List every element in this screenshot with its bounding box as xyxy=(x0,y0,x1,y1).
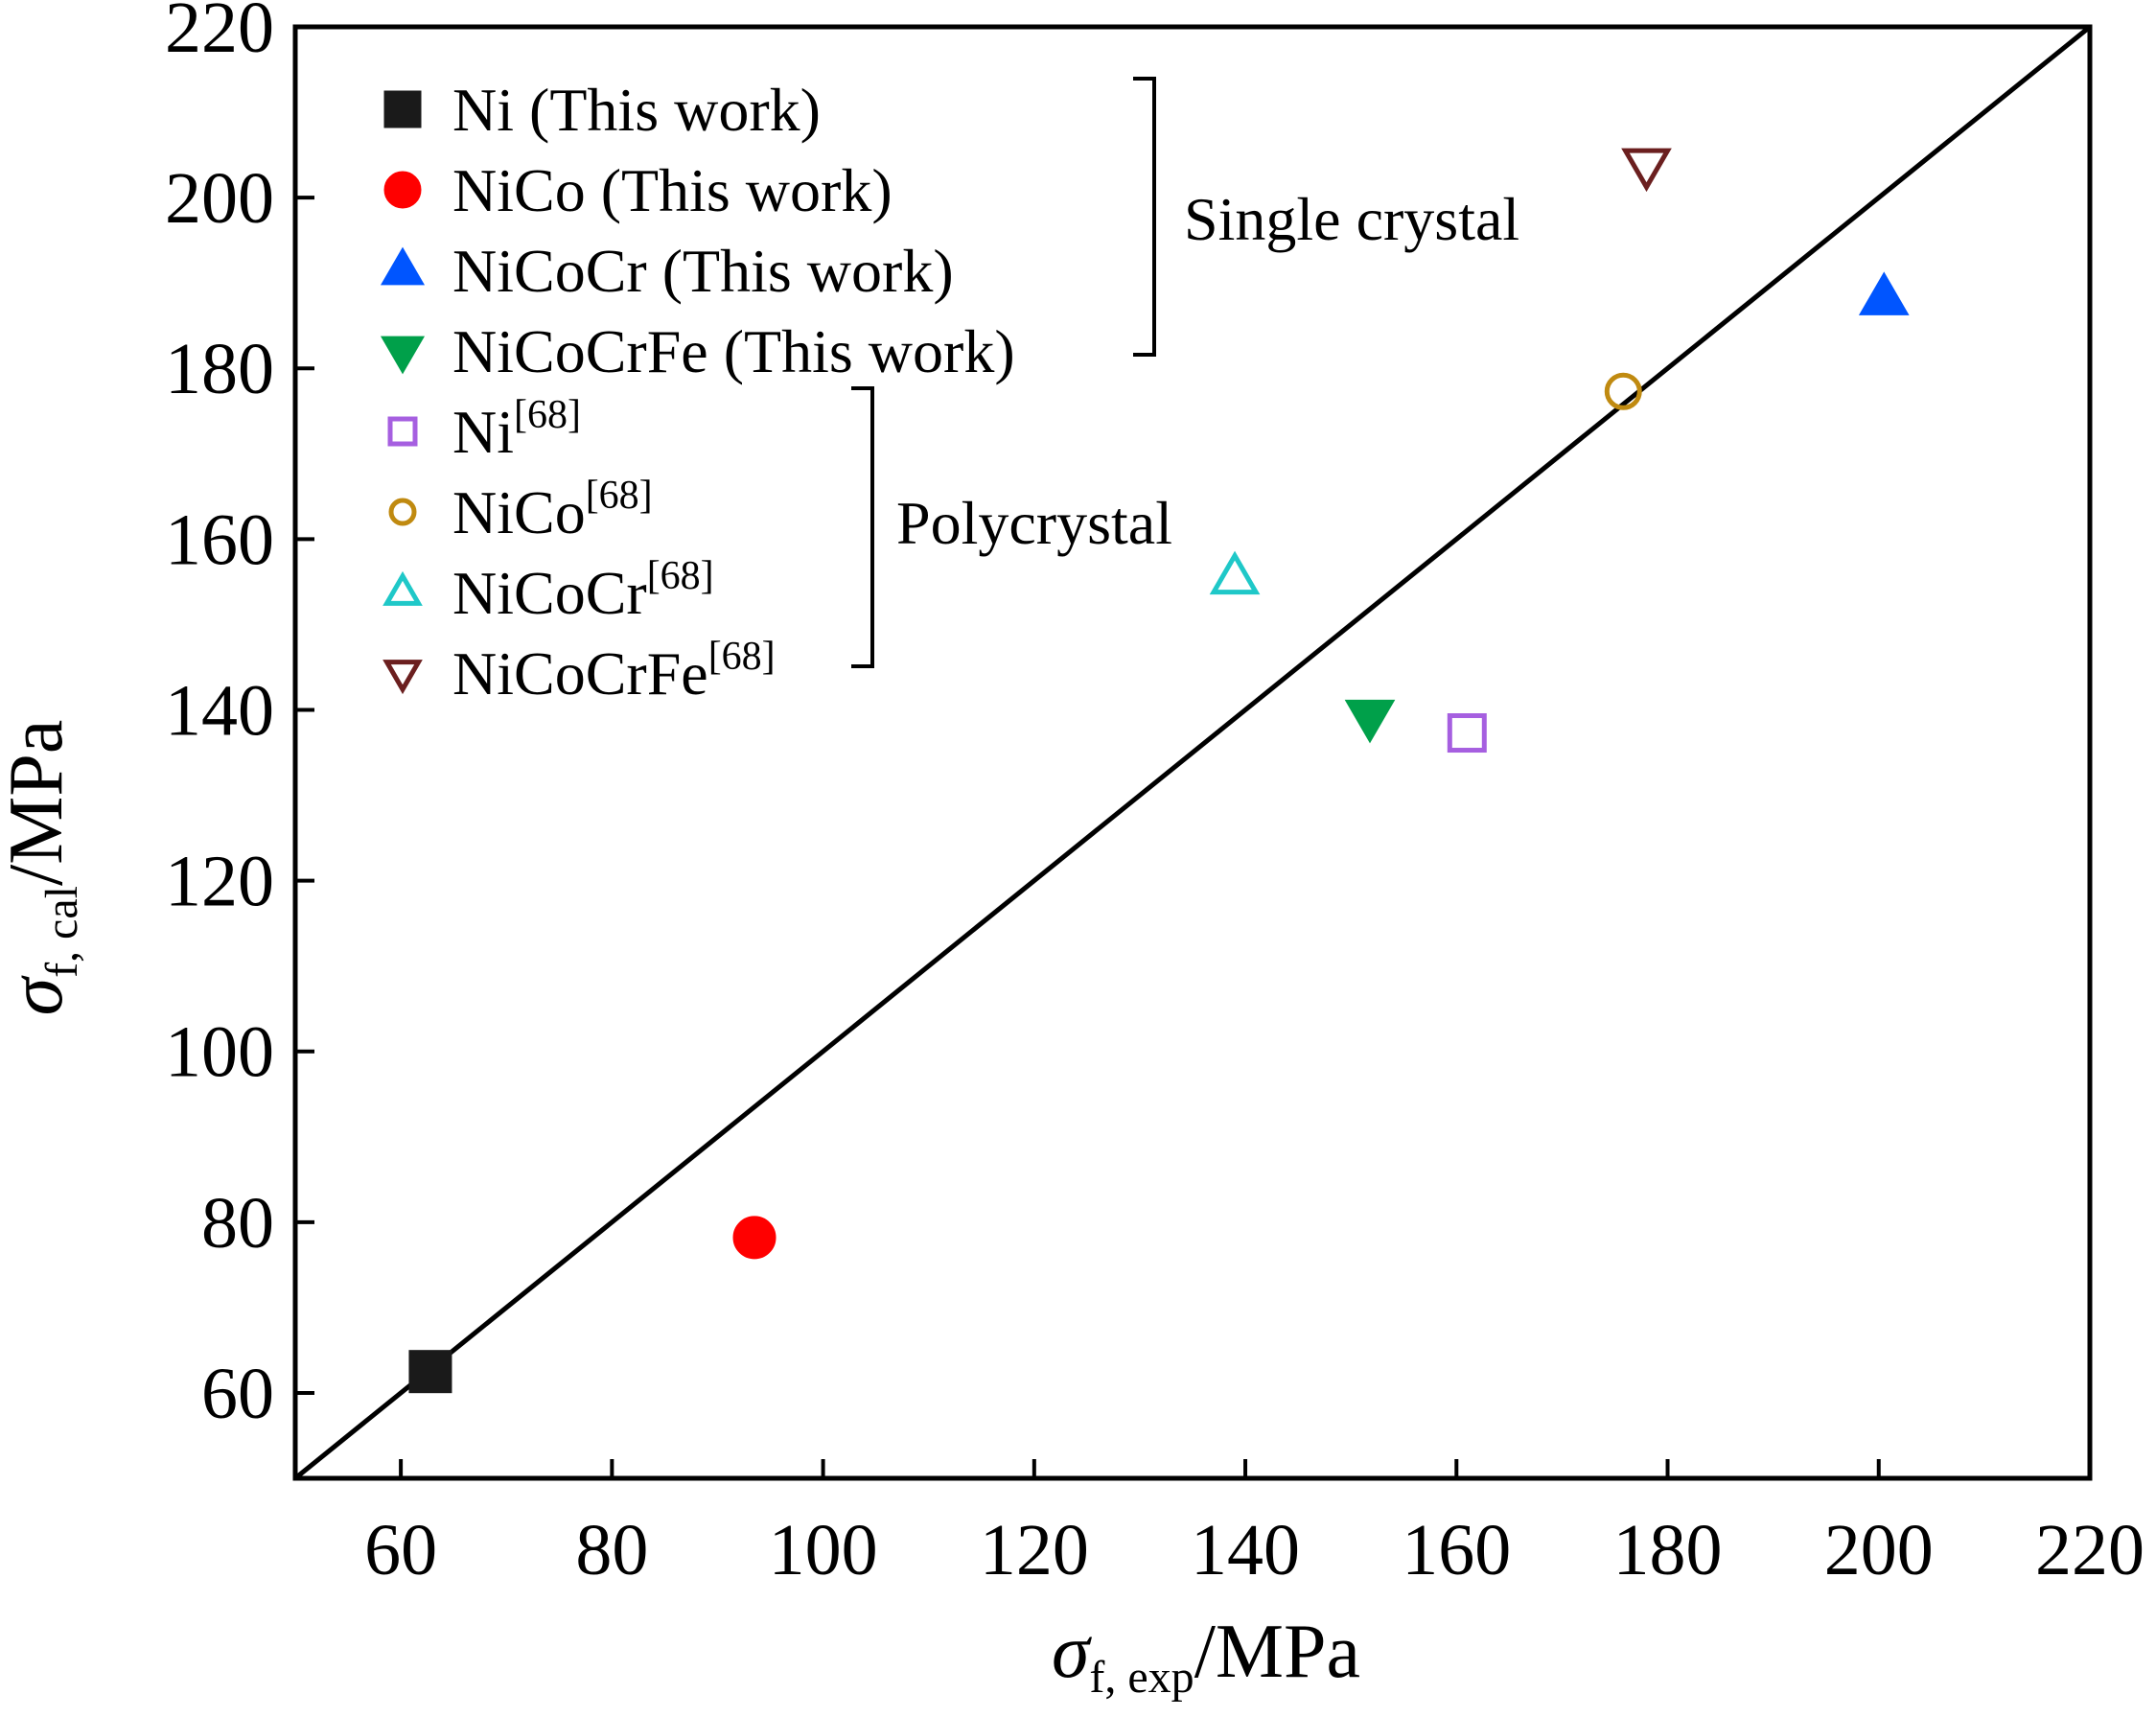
polycrystal-bracket xyxy=(851,386,874,668)
legend-entry-nicocrfe-68: NiCoCrFe[68] xyxy=(383,635,776,708)
legend-label-main: NiCoCrFe xyxy=(452,639,708,708)
legend-label-main: NiCoCr xyxy=(452,559,647,627)
y-tick-label: 140 xyxy=(165,670,274,751)
x-tick-label: 100 xyxy=(769,1510,878,1590)
legend-marker-nicocr-this-work xyxy=(380,246,426,286)
legend-label-nicocrfe-this-work: NiCoCrFe (This work) xyxy=(452,317,1015,385)
plot-frame xyxy=(292,24,2093,1481)
legend-marker-ni-this-work xyxy=(383,90,422,128)
legend-label-nicocrfe-68: NiCoCrFe[68] xyxy=(452,635,776,708)
legend-entry-nicocr-this-work: NiCoCr (This work) xyxy=(380,237,954,305)
data-point-nicocr-68 xyxy=(1209,550,1261,595)
legend-label-nico-68: NiCo[68] xyxy=(452,474,653,546)
y-tick-label: 80 xyxy=(201,1183,274,1264)
x-tick-label: 80 xyxy=(575,1510,648,1590)
x-tick-label: 160 xyxy=(1402,1510,1511,1590)
y-tick-label: 120 xyxy=(165,842,274,922)
y-tick-label: 60 xyxy=(201,1354,274,1434)
legend-marker-nicocr-68 xyxy=(383,570,423,606)
y-axis-title: σf, cal/MPa xyxy=(0,720,87,1016)
y-tick-label: 220 xyxy=(165,0,274,68)
legend-marker-ni-68 xyxy=(387,416,418,447)
legend-label-ni-68: Ni[68] xyxy=(452,393,581,466)
y-tick-label: 180 xyxy=(165,329,274,409)
legend-label-nicocr-this-work: NiCoCr (This work) xyxy=(452,237,954,305)
x-axis-unit: /MPa xyxy=(1194,1610,1360,1694)
data-point-nicocrfe-68 xyxy=(1621,148,1672,193)
legend-label-main: Ni (This work) xyxy=(452,76,821,144)
legend-label-reference: [68] xyxy=(514,393,581,437)
legend-label-main: NiCoCrFe (This work) xyxy=(452,317,1015,385)
x-axis-subscript: f, exp xyxy=(1089,1652,1194,1703)
single-crystal-label: Single crystal xyxy=(1184,185,1519,253)
x-tick-label: 140 xyxy=(1191,1510,1300,1590)
y-axis-unit: /MPa xyxy=(0,720,79,886)
legend-marker-nicocrfe-this-work xyxy=(380,336,426,375)
data-point-nico-68 xyxy=(1604,372,1642,410)
x-axis-title: σf, exp/MPa xyxy=(1052,1610,1360,1703)
y-axis-symbol: σ xyxy=(0,975,79,1015)
legend-label-main: NiCo (This work) xyxy=(452,156,893,224)
legend-label-ni-this-work: Ni (This work) xyxy=(452,76,821,144)
data-point-ni-this-work xyxy=(408,1350,452,1394)
legend-label-reference: [68] xyxy=(586,474,653,518)
y-axis-subscript: f, cal xyxy=(36,886,87,978)
legend-label-reference: [68] xyxy=(708,635,776,679)
x-tick-label: 60 xyxy=(364,1510,437,1590)
y-tick-label: 200 xyxy=(165,158,274,239)
legend-label-nico-this-work: NiCo (This work) xyxy=(452,156,893,224)
legend-entry-nico-68: NiCo[68] xyxy=(388,474,653,546)
x-tick-label: 220 xyxy=(2035,1510,2144,1590)
legend-label-nicocr-68: NiCoCr[68] xyxy=(452,554,714,627)
legend-entry-nico-this-work: NiCo (This work) xyxy=(383,156,893,224)
legend-label-main: Ni xyxy=(452,398,514,466)
legend-entry-ni-this-work: Ni (This work) xyxy=(383,76,821,144)
x-axis-symbol: σ xyxy=(1052,1610,1092,1694)
y-tick-label: 160 xyxy=(165,499,274,580)
x-tick-label: 120 xyxy=(980,1510,1089,1590)
legend-entry-ni-68: Ni[68] xyxy=(387,393,581,466)
legend-label-main: NiCoCr (This work) xyxy=(452,237,954,305)
single-crystal-bracket xyxy=(1133,77,1156,357)
legend-label-main: NiCo xyxy=(452,478,586,546)
data-point-nico-this-work xyxy=(732,1216,777,1260)
reference-line-y-equals-x xyxy=(295,27,2090,1478)
data-point-ni-68 xyxy=(1447,713,1487,754)
data-point-nicocr-this-work xyxy=(1858,271,1910,315)
x-tick-label: 180 xyxy=(1613,1510,1723,1590)
legend-marker-nico-this-work xyxy=(383,171,422,209)
y-tick-label: 100 xyxy=(165,1012,274,1093)
polycrystal-label: Polycrystal xyxy=(896,489,1172,557)
legend-marker-nicocrfe-68 xyxy=(383,660,423,695)
legend-entry-nicocr-68: NiCoCr[68] xyxy=(383,554,714,627)
legend-marker-nico-68 xyxy=(388,498,417,526)
legend-entry-nicocrfe-this-work: NiCoCrFe (This work) xyxy=(380,317,1015,385)
legend-label-reference: [68] xyxy=(647,554,714,598)
data-point-nicocrfe-this-work xyxy=(1344,699,1396,744)
x-tick-label: 200 xyxy=(1824,1510,1934,1590)
